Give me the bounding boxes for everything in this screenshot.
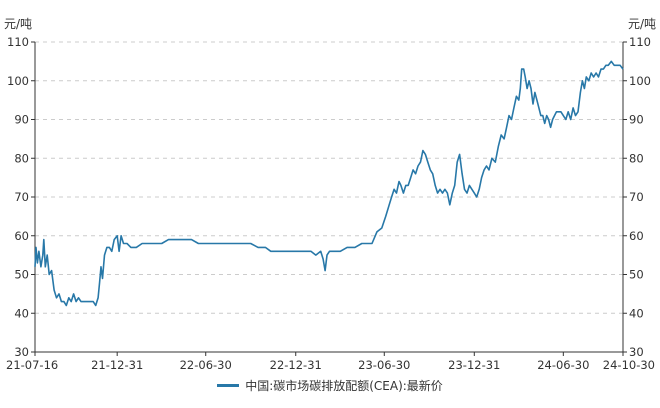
y-tick-labels: 30 30 40 40 50 50 60 60 70 70 80 80 90 90 100 100 110 110 — [7, 35, 651, 359]
x-tick-label: 24-10-30 — [603, 358, 655, 372]
grid-lines — [35, 41, 623, 314]
y-tick-label-left: 80 — [14, 151, 29, 165]
y-tick-label-right: 100 — [629, 74, 651, 88]
legend: 中国:碳市场碳排放配额(CEA):最新价 — [0, 377, 660, 394]
x-tick-label: 23-06-30 — [358, 358, 410, 372]
x-tick-label: 22-06-30 — [180, 358, 232, 372]
y-tick-label-left: 30 — [14, 345, 29, 359]
x-tick-label: 21-12-31 — [91, 358, 143, 372]
right-y-unit-label: 元/吨 — [628, 17, 656, 31]
series-line — [34, 60, 624, 307]
y-tick-label-right: 50 — [629, 268, 644, 282]
axes — [31, 41, 627, 356]
x-tick-label: 21-07-16 — [6, 358, 58, 372]
left-y-unit-label: 元/吨 — [4, 17, 32, 31]
x-tick-label: 22-12-31 — [270, 358, 322, 372]
y-tick-label-right: 30 — [629, 345, 644, 359]
x-tick-label: 24-06-30 — [537, 358, 589, 372]
legend-swatch — [217, 384, 240, 387]
y-tick-label-right: 110 — [629, 35, 651, 49]
y-tick-label-left: 110 — [7, 35, 29, 49]
y-tick-label-right: 60 — [629, 229, 644, 243]
x-tick-labels: 21-07-16 21-12-31 22-06-30 22-12-31 23-06-30… — [6, 358, 655, 372]
y-tick-label-left: 90 — [14, 113, 29, 127]
y-tick-label-right: 40 — [629, 306, 644, 320]
y-tick-label-left: 60 — [14, 229, 29, 243]
legend-label: 中国:碳市场碳排放配额(CEA):最新价 — [245, 379, 443, 393]
y-tick-label-right: 80 — [629, 151, 644, 165]
x-tick-label: 23-12-31 — [448, 358, 500, 372]
series-layer — [34, 60, 624, 307]
y-tick-label-right: 90 — [629, 113, 644, 127]
y-tick-label-left: 100 — [7, 74, 29, 88]
y-tick-label-left: 40 — [14, 306, 29, 320]
y-tick-label-left: 70 — [14, 190, 29, 204]
y-tick-label-left: 50 — [14, 268, 29, 282]
y-tick-label-right: 70 — [629, 190, 644, 204]
